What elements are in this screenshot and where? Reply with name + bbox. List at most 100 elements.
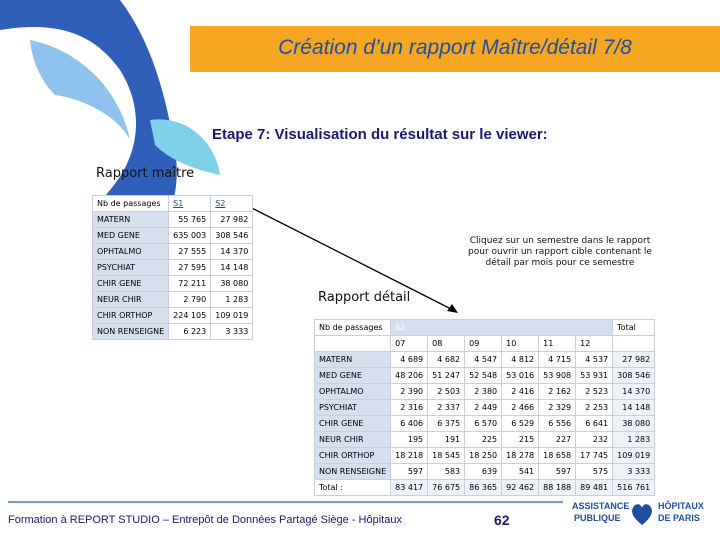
value-cell: 53 908	[538, 367, 577, 384]
row-total-cell: 109 019	[612, 447, 656, 464]
row-label: PSYCHIAT	[313, 399, 392, 416]
value-cell: 4 689	[390, 351, 429, 368]
value-cell: 232	[575, 431, 614, 448]
value-cell: 215	[501, 431, 540, 448]
value-cell: 6 641	[575, 415, 614, 432]
row-label: OPHTALMO	[91, 243, 170, 260]
total-value-cell: 92 462	[501, 479, 540, 496]
value-cell: 6 375	[427, 415, 466, 432]
master-column-s1-link[interactable]: S1	[168, 195, 212, 212]
value-cell: 2 390	[390, 383, 429, 400]
value-cell: 18 545	[427, 447, 466, 464]
row-total-cell: 14 148	[612, 399, 656, 416]
value-cell: 597	[538, 463, 577, 480]
row-label: CHIR GENE	[313, 415, 392, 432]
detail-semester-header: S2	[390, 319, 614, 336]
value-cell: 55 765	[168, 211, 212, 228]
value-cell: 52 548	[464, 367, 503, 384]
row-label: CHIR ORTHOP	[313, 447, 392, 464]
value-cell: 14 370	[210, 243, 254, 260]
month-header: 12	[575, 335, 614, 352]
value-cell: 597	[390, 463, 429, 480]
master-report-label: Rapport maître	[96, 166, 195, 181]
aphp-logo: ASSISTANCE PUBLIQUE HÔPITAUX DE PARIS	[570, 498, 715, 532]
footer-text: Formation à REPORT STUDIO – Entrepôt de …	[8, 514, 402, 526]
value-cell: 2 337	[427, 399, 466, 416]
table-row: OPHTALMO 27 555 14 370	[91, 243, 254, 260]
table-row: MED GENE 635 003 308 546	[91, 227, 254, 244]
month-header: 07	[390, 335, 429, 352]
value-cell: 6 570	[464, 415, 503, 432]
callout-text: Cliquez sur un semestre dans le rapport …	[468, 236, 652, 268]
row-label: CHIR ORTHOP	[91, 307, 170, 324]
value-cell: 635 003	[168, 227, 212, 244]
row-label: NON RENSEIGNE	[313, 463, 392, 480]
value-cell: 17 745	[575, 447, 614, 464]
row-total-cell: 27 982	[612, 351, 656, 368]
detail-header-row: Nb de passages S2 Total	[313, 319, 656, 336]
slide-subtitle: Etape 7: Visualisation du résultat sur l…	[212, 126, 548, 143]
value-cell: 27 982	[210, 211, 254, 228]
master-report-table: Nb de passages S1 S2 MATERN 55 765 27 98…	[91, 195, 254, 340]
value-cell: 53 931	[575, 367, 614, 384]
logo-line-1: ASSISTANCE	[572, 501, 630, 511]
master-column-s2-link[interactable]: S2	[210, 195, 254, 212]
master-corner-cell: Nb de passages	[91, 195, 170, 212]
totals-label: Total :	[313, 479, 392, 496]
value-cell: 2 790	[168, 291, 212, 308]
table-row: NON RENSEIGNE 6 223 3 333	[91, 323, 254, 340]
value-cell: 308 546	[210, 227, 254, 244]
row-label: NON RENSEIGNE	[91, 323, 170, 340]
value-cell: 2 329	[538, 399, 577, 416]
table-row: CHIR GENE 72 211 38 080	[91, 275, 254, 292]
value-cell: 18 658	[538, 447, 577, 464]
footer-divider	[8, 501, 563, 503]
total-value-cell: 86 365	[464, 479, 503, 496]
heart-emblem-icon	[632, 504, 652, 525]
row-total-cell: 3 333	[612, 463, 656, 480]
month-header: 10	[501, 335, 540, 352]
value-cell: 639	[464, 463, 503, 480]
value-cell: 1 283	[210, 291, 254, 308]
value-cell: 4 812	[501, 351, 540, 368]
value-cell: 2 253	[575, 399, 614, 416]
value-cell: 583	[427, 463, 466, 480]
value-cell: 225	[464, 431, 503, 448]
row-total-cell: 1 283	[612, 431, 656, 448]
logo-line-4: DE PARIS	[658, 513, 700, 523]
grand-total-cell: 516 761	[612, 479, 656, 496]
month-total-spacer	[612, 335, 656, 352]
value-cell: 2 162	[538, 383, 577, 400]
row-label: MED GENE	[91, 227, 170, 244]
page-number: 62	[494, 512, 510, 528]
detail-report-label: Rapport détail	[318, 290, 411, 305]
table-row: CHIR GENE 6 406 6 375 6 570 6 529 6 556 …	[313, 415, 656, 432]
detail-report-table: Nb de passages S2 Total 07 08 09 10 11 1…	[313, 319, 656, 496]
row-label: PSYCHIAT	[91, 259, 170, 276]
value-cell: 575	[575, 463, 614, 480]
logo-line-2: PUBLIQUE	[574, 513, 621, 523]
value-cell: 27 595	[168, 259, 212, 276]
value-cell: 4 682	[427, 351, 466, 368]
value-cell: 18 250	[464, 447, 503, 464]
value-cell: 224 105	[168, 307, 212, 324]
value-cell: 14 148	[210, 259, 254, 276]
value-cell: 51 247	[427, 367, 466, 384]
table-row: MATERN 4 689 4 682 4 547 4 812 4 715 4 5…	[313, 351, 656, 368]
value-cell: 2 466	[501, 399, 540, 416]
row-label: NEUR CHIR	[91, 291, 170, 308]
value-cell: 2 449	[464, 399, 503, 416]
value-cell: 48 206	[390, 367, 429, 384]
value-cell: 38 080	[210, 275, 254, 292]
table-row: NEUR CHIR 2 790 1 283	[91, 291, 254, 308]
arrow-head-icon	[447, 304, 458, 313]
value-cell: 4 547	[464, 351, 503, 368]
row-label: MATERN	[313, 351, 392, 368]
table-row: CHIR ORTHOP 18 218 18 545 18 250 18 278 …	[313, 447, 656, 464]
master-header-row: Nb de passages S1 S2	[91, 195, 254, 212]
value-cell: 2 416	[501, 383, 540, 400]
value-cell: 3 333	[210, 323, 254, 340]
table-row: CHIR ORTHOP 224 105 109 019	[91, 307, 254, 324]
value-cell: 4 715	[538, 351, 577, 368]
value-cell: 6 223	[168, 323, 212, 340]
